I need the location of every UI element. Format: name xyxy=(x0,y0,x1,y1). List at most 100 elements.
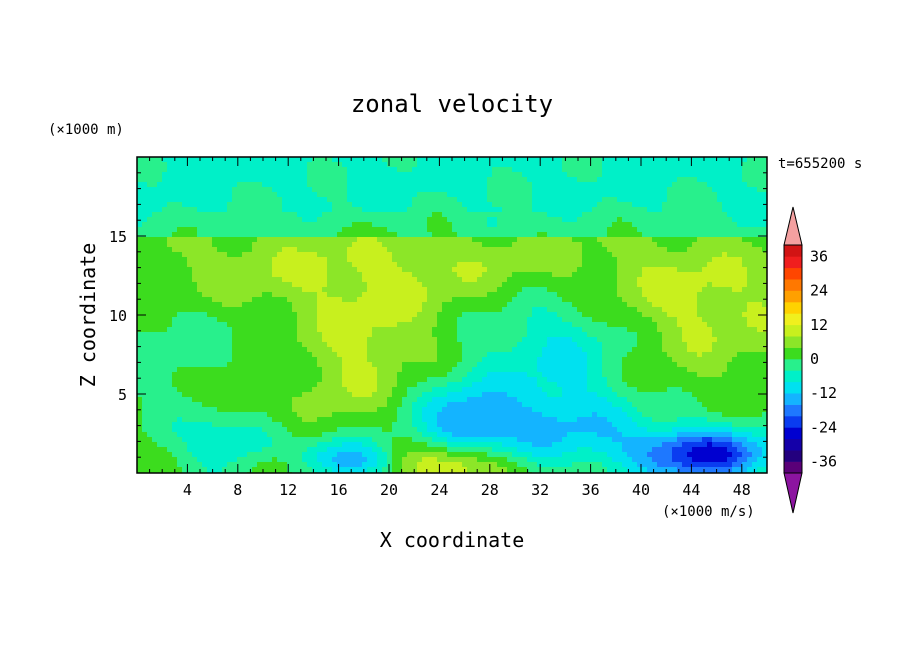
heatmap-cell xyxy=(722,332,728,338)
heatmap-cell xyxy=(697,287,703,293)
heatmap-cell xyxy=(292,322,298,328)
heatmap-cell xyxy=(462,277,468,283)
heatmap-cell xyxy=(662,177,668,183)
heatmap-cell xyxy=(322,302,328,308)
heatmap-cell xyxy=(712,222,718,228)
heatmap-cell xyxy=(532,322,538,328)
heatmap-cell xyxy=(632,272,638,278)
heatmap-cell xyxy=(412,192,418,198)
heatmap-cell xyxy=(537,262,543,268)
heatmap-cell xyxy=(747,227,753,233)
heatmap-cell xyxy=(157,172,163,178)
heatmap-cell xyxy=(417,352,423,358)
heatmap-cell xyxy=(247,262,253,268)
heatmap-cell xyxy=(147,312,153,318)
heatmap-cell xyxy=(717,287,723,293)
heatmap-cell xyxy=(502,317,508,323)
heatmap-cell xyxy=(537,307,543,313)
heatmap-cell xyxy=(362,332,368,338)
heatmap-cell xyxy=(562,317,568,323)
heatmap-cell xyxy=(437,177,443,183)
heatmap-cell xyxy=(272,222,278,228)
heatmap-cell xyxy=(752,307,758,313)
heatmap-cell xyxy=(312,227,318,233)
heatmap-cell xyxy=(677,317,683,323)
heatmap-cell xyxy=(222,257,228,263)
heatmap-cell xyxy=(482,202,488,208)
heatmap-cell xyxy=(397,227,403,233)
heatmap-cell xyxy=(732,272,738,278)
heatmap-cell xyxy=(362,192,368,198)
heatmap-cell xyxy=(357,197,363,203)
heatmap-cell xyxy=(547,307,553,313)
heatmap-cell xyxy=(647,342,653,348)
heatmap-cell xyxy=(752,302,758,308)
heatmap-cell xyxy=(367,187,373,193)
heatmap-cell xyxy=(442,257,448,263)
heatmap-cell xyxy=(387,227,393,233)
heatmap-cell xyxy=(737,297,743,303)
heatmap-cell xyxy=(402,327,408,333)
heatmap-cell xyxy=(572,217,578,223)
heatmap-cell xyxy=(632,212,638,218)
heatmap-cell xyxy=(247,197,253,203)
heatmap-cell xyxy=(532,302,538,308)
heatmap-cell xyxy=(757,202,763,208)
heatmap-cell xyxy=(272,182,278,188)
heatmap-cell xyxy=(592,222,598,228)
heatmap-cell xyxy=(517,292,523,298)
heatmap-cell xyxy=(502,182,508,188)
heatmap-cell xyxy=(377,162,383,168)
heatmap-cell xyxy=(227,192,233,198)
heatmap-cell xyxy=(297,307,303,313)
heatmap-cell xyxy=(607,217,613,223)
heatmap-cell xyxy=(197,317,203,323)
heatmap-cell xyxy=(462,282,468,288)
heatmap-cell xyxy=(522,322,528,328)
heatmap-cell xyxy=(372,302,378,308)
heatmap-cell xyxy=(137,322,143,328)
heatmap-cell xyxy=(657,202,663,208)
heatmap-cell xyxy=(652,317,658,323)
heatmap-cell xyxy=(307,297,313,303)
heatmap-cell xyxy=(477,307,483,313)
heatmap-cell xyxy=(472,222,478,228)
heatmap-cell xyxy=(737,177,743,183)
heatmap-cell xyxy=(632,262,638,268)
heatmap-cell xyxy=(697,252,703,258)
heatmap-cell xyxy=(307,237,313,243)
heatmap-cell xyxy=(217,267,223,273)
heatmap-cell xyxy=(502,332,508,338)
heatmap-cell xyxy=(292,172,298,178)
heatmap-cell xyxy=(482,267,488,273)
heatmap-cell xyxy=(332,277,338,283)
heatmap-cell xyxy=(597,247,603,253)
heatmap-cell xyxy=(707,282,713,288)
heatmap-cell xyxy=(392,277,398,283)
heatmap-cell xyxy=(677,207,683,213)
heatmap-cell xyxy=(652,287,658,293)
heatmap-cell xyxy=(402,192,408,198)
heatmap-cell xyxy=(337,257,343,263)
heatmap-cell xyxy=(752,222,758,228)
heatmap-cell xyxy=(597,242,603,248)
heatmap-cell xyxy=(357,252,363,258)
heatmap-cell xyxy=(397,172,403,178)
heatmap-cell xyxy=(552,172,558,178)
heatmap-cell xyxy=(422,172,428,178)
heatmap-cell xyxy=(737,237,743,243)
heatmap-cell xyxy=(357,212,363,218)
heatmap-cell xyxy=(347,172,353,178)
heatmap-cell xyxy=(427,327,433,333)
heatmap-cell xyxy=(247,212,253,218)
heatmap-cell xyxy=(417,342,423,348)
heatmap-cell xyxy=(217,157,223,163)
heatmap-cell xyxy=(372,182,378,188)
heatmap-cell xyxy=(432,167,438,173)
heatmap-cell xyxy=(257,177,263,183)
heatmap-cell xyxy=(332,177,338,183)
heatmap-cell xyxy=(327,242,333,248)
heatmap-cell xyxy=(347,217,353,223)
heatmap-cell xyxy=(362,277,368,283)
heatmap-cell xyxy=(447,162,453,168)
